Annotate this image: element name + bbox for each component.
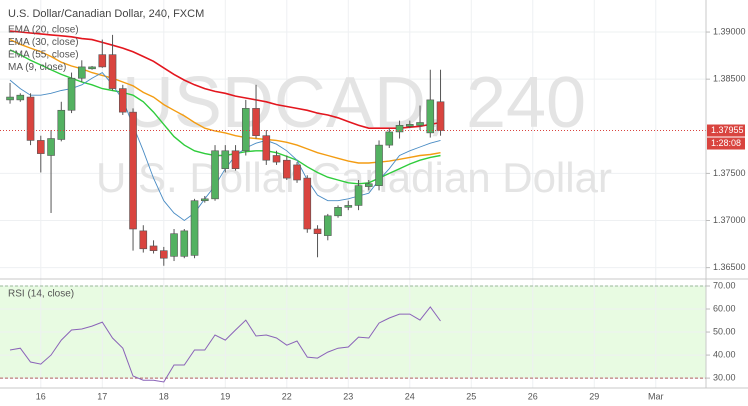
last-price-box xyxy=(707,124,745,137)
x-tick-label: 22 xyxy=(282,391,292,401)
candle-body xyxy=(416,122,424,126)
candle-body xyxy=(57,109,66,140)
watermark-description: U.S. Dollar Canadian Dollar xyxy=(96,154,612,201)
candle-body xyxy=(108,54,117,89)
candle-body xyxy=(6,96,14,101)
candle-body xyxy=(221,150,230,169)
candle-body xyxy=(190,200,199,256)
x-tick-label: 29 xyxy=(589,391,599,401)
rsi-y-tick-label: 30.00 xyxy=(713,372,736,382)
candle-body xyxy=(313,228,322,235)
x-tick-label: 16 xyxy=(36,391,46,401)
x-tick-label: 19 xyxy=(220,391,230,401)
candle-body xyxy=(98,54,107,68)
plot xyxy=(0,30,706,383)
candle-body xyxy=(395,125,404,133)
x-tick-label: 24 xyxy=(405,391,415,401)
watermark-symbol: USDCAD, 240 xyxy=(122,63,586,143)
candle-body xyxy=(385,131,394,146)
candle-body xyxy=(354,185,363,206)
x-tick-label: 18 xyxy=(159,391,169,401)
candle-body xyxy=(26,96,35,141)
x-tick-label: 23 xyxy=(343,391,353,401)
candle-body xyxy=(36,140,45,154)
candle-body xyxy=(282,159,291,179)
legend-entry: EMA (55, close) xyxy=(8,50,79,61)
candle-body xyxy=(149,245,158,251)
chart-title: U.S. Dollar/Canadian Dollar, 240, FXCM xyxy=(8,8,204,20)
candle-body xyxy=(375,144,383,186)
rsi-y-tick-label: 40.00 xyxy=(713,349,736,359)
countdown-label: 1:28:08 xyxy=(711,138,741,148)
candle-body xyxy=(67,77,76,111)
candle-body xyxy=(16,94,25,101)
candle-body xyxy=(88,66,96,70)
candle-body xyxy=(252,108,260,137)
last-price-label: 1.37955 xyxy=(711,125,744,135)
legend-entry: MA (9, close) xyxy=(8,62,66,73)
x-tick-label: 17 xyxy=(97,391,107,401)
candle-body xyxy=(231,150,240,169)
x-tick-label: 25 xyxy=(466,391,476,401)
candle-body xyxy=(323,215,332,236)
legend-entry: EMA (20, close) xyxy=(8,25,79,36)
candle-body xyxy=(180,230,189,257)
y-tick-label: 1.37000 xyxy=(713,215,746,225)
countdown-box xyxy=(707,137,745,150)
candle-body xyxy=(426,99,435,134)
candle-body xyxy=(364,183,373,187)
candle-body xyxy=(405,124,414,127)
candle-body xyxy=(47,138,55,156)
candle-body xyxy=(334,207,342,217)
candle-body xyxy=(200,198,209,202)
y-tick-label: 1.38500 xyxy=(713,74,746,84)
candle-body xyxy=(262,135,271,161)
candle-body xyxy=(436,101,445,131)
candle-body xyxy=(272,155,281,163)
legend-entry: EMA (30, close) xyxy=(8,37,79,48)
candle-body xyxy=(170,233,178,257)
candle-body xyxy=(303,177,312,230)
grid xyxy=(0,0,706,388)
y-tick-label: 1.37500 xyxy=(713,168,746,178)
rsi-line xyxy=(9,306,441,383)
candle-body xyxy=(139,230,148,250)
candle-body xyxy=(159,250,168,259)
indicator-line xyxy=(9,30,441,129)
candle-body xyxy=(241,108,250,152)
rsi-label: RSI (14, close) xyxy=(8,289,74,300)
candle-body xyxy=(118,88,127,113)
candle-body xyxy=(129,111,137,230)
candle-body xyxy=(77,66,86,79)
candle-body xyxy=(344,205,353,208)
candle-body xyxy=(211,150,219,200)
y-tick-label: 1.39000 xyxy=(713,26,746,36)
x-tick-label: Mar xyxy=(648,391,664,401)
y-tick-label: 1.36500 xyxy=(713,262,746,272)
x-tick-label: 26 xyxy=(528,391,538,401)
rsi-y-tick-label: 60.00 xyxy=(713,303,736,313)
rsi-y-tick-label: 50.00 xyxy=(713,326,736,336)
rsi-y-tick-label: 70.00 xyxy=(713,280,736,290)
candle-body xyxy=(293,164,301,181)
